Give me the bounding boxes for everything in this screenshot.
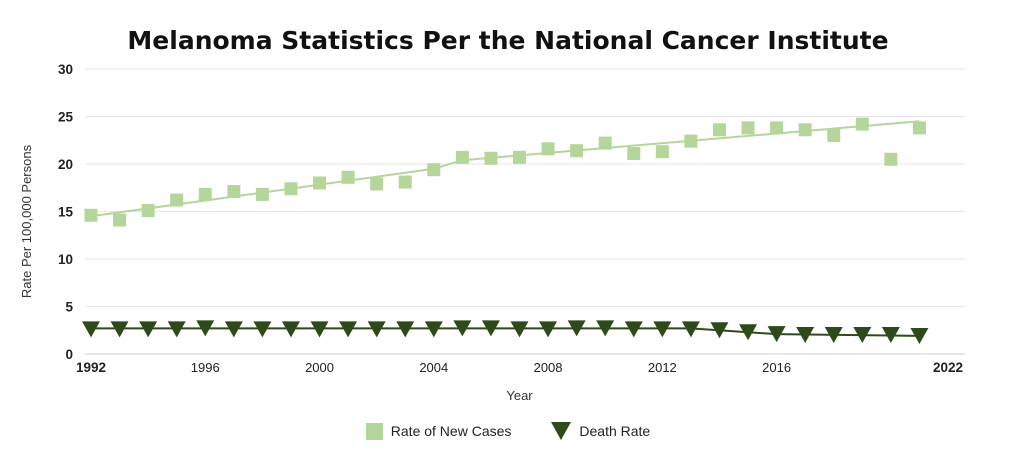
gridlines <box>85 68 965 355</box>
death-rate-point <box>567 320 586 337</box>
death-rate-point <box>653 321 672 338</box>
death-rate-point <box>253 321 272 338</box>
y-tick-label-30: 30 <box>58 62 73 77</box>
x-axis-title: Year <box>506 388 533 403</box>
new-cases-point <box>370 177 384 191</box>
x-tick-label-2022: 2022 <box>933 360 963 375</box>
new-cases-point <box>541 142 555 156</box>
new-cases-point <box>227 185 241 199</box>
x-tick-label-2000: 2000 <box>305 360 334 375</box>
death-rate-point <box>853 327 872 344</box>
death-rate-point <box>767 326 786 343</box>
x-tick-label-2012: 2012 <box>648 360 677 375</box>
legend-item-death-rate: Death Rate <box>551 422 650 440</box>
y-tick-label-10: 10 <box>58 252 73 267</box>
new-cases-point <box>741 121 755 135</box>
new-cases-point <box>170 193 184 207</box>
death-rate-point <box>596 320 615 337</box>
x-tick-label-2016: 2016 <box>762 360 791 375</box>
new-cases-point <box>141 204 155 218</box>
death-rate-point <box>539 321 558 338</box>
death-rate-point <box>196 320 215 337</box>
death-rate-point <box>281 321 300 338</box>
death-rate-point <box>824 327 843 344</box>
death-rate-point <box>910 328 929 344</box>
new-cases-point <box>113 213 127 227</box>
death-rate-point <box>367 321 386 338</box>
death-rate-point <box>710 322 729 339</box>
legend-label-death-rate: Death Rate <box>579 423 651 439</box>
new-cases-point <box>798 123 812 137</box>
new-cases-point <box>827 129 841 142</box>
death-rate-point <box>339 321 358 338</box>
death-rate-point <box>681 321 700 338</box>
death-rate-point <box>224 321 243 338</box>
death-rate-point <box>82 321 100 338</box>
data-points <box>82 117 929 344</box>
death-rate-point <box>481 320 500 337</box>
y-tick-label-15: 15 <box>58 205 74 220</box>
legend-item-new-cases: Rate of New Cases <box>365 422 512 440</box>
new-cases-point <box>712 123 726 137</box>
new-cases-point <box>398 175 412 189</box>
new-cases-point <box>598 136 612 150</box>
new-cases-point <box>912 121 926 135</box>
legend-square-marker <box>365 422 383 440</box>
new-cases-point <box>255 187 269 201</box>
x-tick-labels: 1992 1996 2000 2004 2008 2012 2016 2022 <box>76 360 963 375</box>
death-rate-point <box>139 321 158 338</box>
y-tick-labels: 0 5 10 15 20 25 30 <box>58 62 74 362</box>
death-rate-point <box>739 324 758 341</box>
death-rate-point <box>310 321 329 338</box>
trend-lines <box>90 120 920 337</box>
y-tick-label-20: 20 <box>58 157 73 172</box>
new-cases-point <box>341 170 355 184</box>
death-rate-point <box>510 321 529 338</box>
new-cases-point <box>655 145 669 159</box>
new-cases-point <box>198 187 212 201</box>
y-tick-label-5: 5 <box>65 300 73 315</box>
chart-legend: Rate of New Cases Death Rate <box>0 422 1016 440</box>
death-rate-point <box>167 321 186 338</box>
death-rate-point <box>110 321 129 338</box>
new-cases-point <box>884 152 898 166</box>
new-cases-point <box>684 134 698 148</box>
death-rate-point <box>453 320 472 337</box>
death-rate-point <box>624 321 643 338</box>
new-cases-point <box>570 144 584 158</box>
legend-triangle-marker <box>551 422 572 440</box>
x-tick-label-2008: 2008 <box>534 360 563 375</box>
trend-line-death-rate <box>91 327 920 337</box>
new-cases-point <box>313 176 327 190</box>
new-cases-point <box>484 151 498 165</box>
y-axis-title: Rate Per 100,000 Persons <box>19 144 34 298</box>
x-tick-label-1992: 1992 <box>76 360 106 375</box>
x-tick-label-1996: 1996 <box>191 360 220 375</box>
new-cases-point <box>855 117 869 131</box>
death-rate-point <box>881 327 900 344</box>
x-tick-label-2004: 2004 <box>419 360 448 375</box>
legend-label-new-cases: Rate of New Cases <box>390 423 512 439</box>
y-tick-label-0: 0 <box>65 347 73 362</box>
death-rate-point <box>396 321 415 338</box>
y-tick-label-25: 25 <box>58 110 74 125</box>
death-rate-point <box>796 327 815 344</box>
new-cases-point <box>770 121 784 135</box>
new-cases-point <box>627 147 641 161</box>
new-cases-point <box>427 163 441 177</box>
new-cases-point <box>513 150 526 164</box>
chart-title: Melanoma Statistics Per the National Can… <box>127 26 889 55</box>
death-rate-point <box>424 321 443 338</box>
new-cases-point <box>84 208 98 222</box>
trend-line-new-cases <box>90 120 920 218</box>
new-cases-point <box>455 150 469 164</box>
new-cases-point <box>284 182 298 196</box>
